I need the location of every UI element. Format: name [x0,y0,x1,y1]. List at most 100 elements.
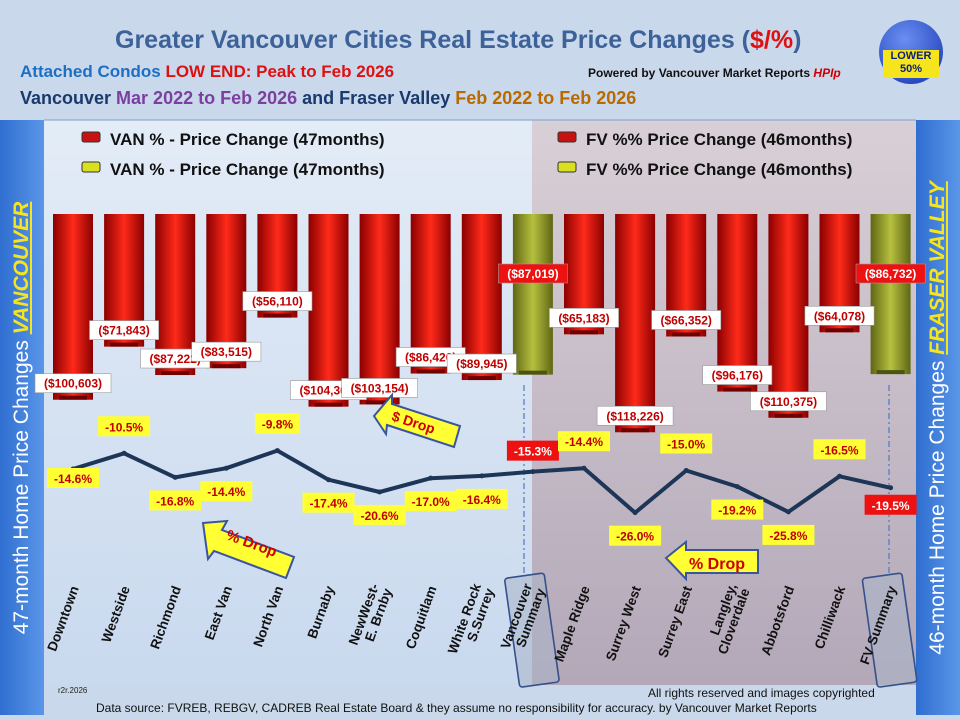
percent-label-text-north-van: -9.8% [262,418,294,432]
footer-source: Data source: FVREB, REBGV, CADREB Real E… [96,701,817,715]
bar-burnaby [308,214,349,407]
bar-fv-summary [870,214,911,375]
percent-label-box-surrey-east [660,433,713,454]
percent-point-newwest-e-brnby [377,489,383,495]
bar-vancouver-summary [512,214,553,375]
percent-label-box-richmond [149,490,202,511]
dollar-label-text-surrey-west: ($118,226) [606,409,663,423]
percent-label-text-burnaby: -17.4% [309,497,347,511]
dollar-label-maple-ridge: ($65,183) [549,308,619,328]
percent-label-vancouver-summary: -15.3% [506,440,559,461]
dollar-label-box-surrey-east [651,310,722,330]
percent-label-box-white-rock-s-surrey [455,488,508,509]
dollar-label-east-van: ($83,515) [191,341,262,362]
summary-box-fv-summary [861,572,918,688]
dollar-label-text-westside: ($71,843) [98,324,149,338]
percent-label-box-surrey-west [609,525,662,546]
dollar-label-text-east-van: ($83,515) [201,345,252,359]
dollar-label-downtown: ($100,603) [34,373,112,394]
dollar-label-text-north-van: ($56,110) [252,295,303,309]
percent-point-north-van [274,448,280,454]
footer-r2r: r2r.2026 [58,686,88,695]
percent-label-north-van: -9.8% [254,413,300,434]
legend-fv-olive-label: FV %% Price Change (46months) [586,160,852,179]
dollar-label-newwest-e-brnby: ($103,154) [341,378,418,398]
percent-label-white-rock-s-surrey: -16.4% [455,488,508,509]
bar-base-maple-ridge [570,330,598,335]
percent-label-text-downtown: -14.6% [54,472,92,486]
dollar-label-text-coquitlam: ($86,420) [405,351,456,365]
percent-point-east-van [223,465,229,471]
bar-coquitlam [410,214,451,374]
percent-label-box-burnaby [302,492,355,513]
bar-base-abbotsford [774,413,803,418]
percent-label-box-westside [98,416,151,437]
percent-point-vancouver-summary [530,469,536,475]
dollar-label-box-newwest-e-brnby [341,378,418,398]
summary-box-vancouver-summary [504,572,560,688]
percent-point-fv-summary [888,485,894,491]
percent-point-surrey-west [632,510,638,516]
legend-van-red-label: VAN % - Price Change (47months) [110,130,385,149]
percent-label-box-chilliwack [813,439,866,460]
percent-label-box-east-van [200,481,253,502]
percent-label-richmond: -16.8% [149,490,202,511]
drop-annotations: $ Drop % Drop % Drop [201,392,759,582]
percent-label-downtown: -14.6% [47,467,99,488]
bar-base-richmond [161,371,190,376]
percent-label-box-langley-cloverdale [711,499,764,520]
percent-label-text-maple-ridge: -14.4% [565,435,603,449]
percent-label-box-vancouver-summary [506,440,559,461]
bar-base-fv-summary [876,370,905,375]
dollar-label-box-vancouver-summary [497,263,568,284]
percent-label-maple-ridge: -14.4% [558,431,610,452]
percent-point-coquitlam [428,475,434,481]
dollar-label-white-rock-s-surrey: ($89,945) [446,353,517,374]
percent-label-box-north-van [254,413,300,434]
legend-vancouver: VAN % - Price Change (47months) VAN % - … [81,130,385,179]
dollar-label-text-abbotsford: ($110,375) [760,395,817,409]
category-label-white-rock-s-surrey: White RockS.Surrey [445,581,498,660]
percent-point-langley-cloverdale [734,484,740,490]
bar-downtown [53,214,93,400]
percent-label-text-white-rock-s-surrey: -16.4% [463,493,501,507]
footer-rights: All rights reserved and images copyright… [648,686,875,700]
bar-base-downtown [59,395,87,400]
dollar-label-vancouver-summary: ($87,019) [497,263,568,284]
dollar-label-surrey-west: ($118,226) [596,405,674,426]
subtitle-property-type: Attached Condos LOW END: Peak to Feb 202… [20,62,395,81]
dollar-label-langley-cloverdale: ($96,176) [702,365,773,385]
percent-label-coquitlam: -17.0% [404,491,457,512]
bar-base-westside [110,342,139,347]
percent-point-chilliwack [837,473,842,479]
dollar-label-abbotsford: ($110,375) [750,391,827,412]
percent-point-abbotsford [785,509,791,515]
percent-label-box-fv-summary [864,494,917,515]
percent-label-text-richmond: -16.8% [156,494,194,508]
percent-label-langley-cloverdale: -19.2% [711,499,764,520]
bar-richmond [155,214,196,376]
legend-item-van-olive: VAN % - Price Change (47months) [81,160,385,179]
percent-label-surrey-west: -26.0% [609,525,662,546]
bar-base-langley-cloverdale [723,387,752,392]
dollar-label-text-langley-cloverdale: ($96,176) [712,369,763,383]
percent-label-text-newwest-e-brnby: -20.6% [361,509,399,523]
left-sidebar: 47-month Home Price Changes VANCOUVER [0,120,44,715]
dollar-label-text-maple-ridge: ($65,183) [558,311,609,325]
percent-label-surrey-east: -15.0% [660,433,713,454]
bar-base-north-van [263,313,292,318]
lower-50-badge: LOWER 50% [879,20,943,84]
legend-item-fv-red: FV %% Price Change (46months) [557,130,852,149]
bar-base-surrey-west [621,428,650,433]
legend-van-olive-label: VAN % - Price Change (47months) [110,160,385,179]
page-title: Greater Vancouver Cities Real Estate Pri… [115,26,802,54]
dollar-label-text-surrey-east: ($66,352) [661,313,712,327]
bar-base-newwest-e-brnby [365,400,394,405]
dollar-label-chilliwack: ($64,078) [804,305,875,326]
dollar-label-box-langley-cloverdale [702,365,773,385]
bar-newwest-e-brnby [359,214,400,405]
dollar-label-fv-summary: ($86,732) [855,263,926,284]
dollar-label-box-maple-ridge [549,308,619,328]
percent-label-text-coquitlam: -17.0% [412,495,450,509]
